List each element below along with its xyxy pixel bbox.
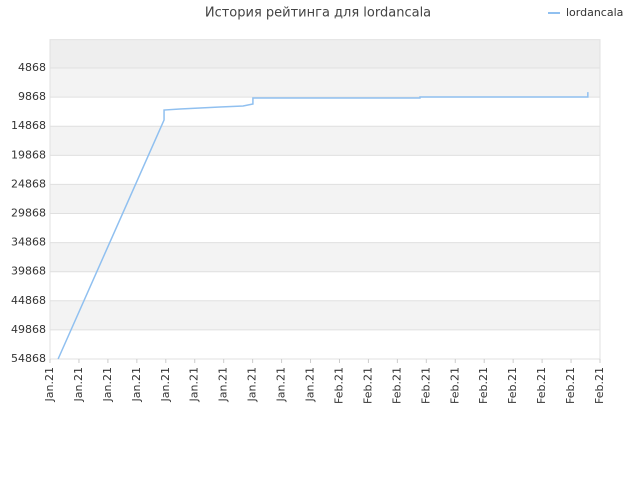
x-tick-label: Feb.21 [332, 367, 345, 404]
legend-label: lordancala [566, 6, 623, 19]
y-tick-label: 14868 [11, 119, 46, 132]
plot-band [50, 300, 600, 330]
y-tick-label: 39868 [11, 265, 46, 278]
plot-band [50, 97, 600, 127]
y-tick-label: 54868 [11, 352, 46, 365]
x-tick-label: Jan.21 [43, 367, 56, 402]
chart-title: История рейтинга для lordancala [205, 6, 431, 21]
x-tick-label: Jan.21 [188, 367, 201, 402]
x-tick-label: Feb.21 [564, 367, 577, 404]
y-tick-label: 29868 [11, 207, 46, 220]
plot-band [50, 155, 600, 185]
x-tick-label: Feb.21 [477, 367, 490, 404]
x-tick-label: Jan.21 [101, 367, 114, 402]
data-line [57, 92, 589, 360]
y-tick-label: 9868 [18, 90, 46, 103]
plot-band [50, 242, 600, 272]
y-tick-label: 34868 [11, 236, 46, 249]
x-tick-label: Jan.21 [246, 367, 259, 402]
x-tick-label: Feb.21 [506, 367, 519, 404]
plot-band [50, 213, 600, 243]
plot-band [50, 271, 600, 301]
y-tick-label: 19868 [11, 148, 46, 161]
y-tick-label: 44868 [11, 294, 46, 307]
x-tick-label: Feb.21 [390, 367, 403, 404]
x-tick-label: Jan.21 [217, 367, 230, 402]
y-tick-label: 49868 [11, 323, 46, 336]
plot-band [50, 68, 600, 98]
x-tick-label: Jan.21 [304, 367, 317, 402]
plot-band [50, 126, 600, 156]
x-tick-label: Jan.21 [159, 367, 172, 402]
x-tick-label: Feb.21 [535, 367, 548, 404]
x-tick-label: Feb.21 [448, 367, 461, 404]
x-tick-label: Feb.21 [361, 367, 374, 404]
plot-band [50, 39, 600, 69]
plot-band [50, 184, 600, 214]
y-tick-label: 24868 [11, 177, 46, 190]
x-tick-label: Jan.21 [72, 367, 85, 402]
plot-band [50, 329, 600, 359]
x-tick-label: Feb.21 [593, 367, 606, 404]
x-tick-label: Jan.21 [130, 367, 143, 402]
x-tick-label: Feb.21 [419, 367, 432, 404]
x-tick-label: Jan.21 [275, 367, 288, 402]
y-tick-label: 4868 [18, 61, 46, 74]
